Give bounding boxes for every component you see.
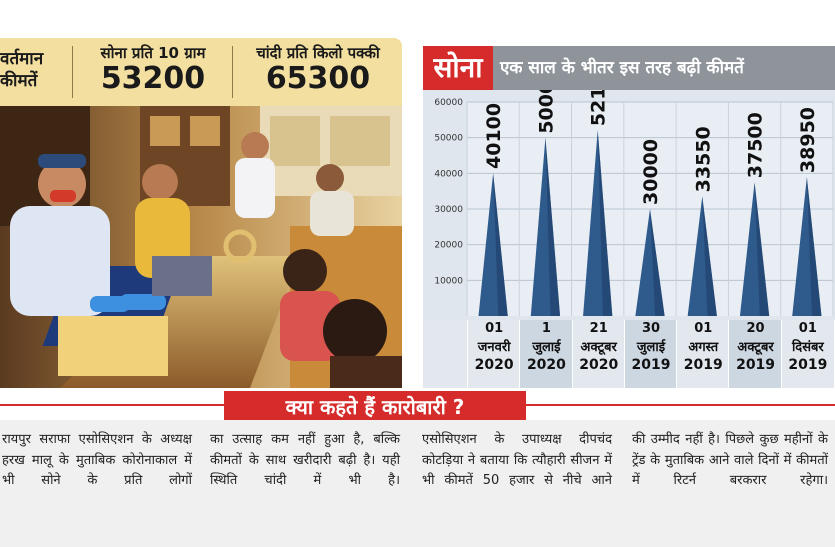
silver-price-value: 65300: [265, 61, 371, 96]
date-month: अक्टूबर: [580, 340, 617, 355]
data-label: 30000: [640, 139, 662, 205]
date-year: 2019: [736, 357, 776, 373]
article-column-3: एसोसिएशन के उपाध्यक्ष दीपचंद कोटड़िया ने…: [422, 432, 612, 488]
bar-shade: [650, 209, 665, 316]
gold-price-value: 53200: [100, 61, 206, 96]
date-day: 20: [746, 321, 765, 336]
data-label: 38950: [797, 107, 819, 173]
date-year: 2020: [526, 357, 566, 373]
date-cell: 01 अगस्त 2019: [676, 320, 730, 388]
data-label: 37500: [745, 112, 767, 178]
y-tick-label: 30000: [434, 205, 463, 215]
date-day: 1: [541, 321, 551, 336]
bar-shade: [806, 177, 822, 316]
bar-shade: [702, 196, 717, 316]
silver-price-label: चांदी प्रति किलो पक्की: [256, 44, 380, 62]
shop-photo-illustration: [0, 106, 402, 388]
divider: [72, 46, 73, 98]
date-row: 01 जनवरी 2020 1 जुलाई 2020 21 अक्टूबर 2020 30 जुला…: [423, 320, 835, 388]
chart-title: एक साल के भीतर इस तरह बढ़ी कीमतें: [500, 58, 744, 78]
bar-shade: [493, 172, 508, 316]
data-label: 33550: [692, 126, 714, 192]
silver-price-cell: चांदी प्रति किलो पक्की 65300: [236, 38, 400, 106]
data-label: 50000: [535, 90, 557, 134]
gold-price-label: सोना प्रति 10 ग्राम: [100, 44, 206, 62]
date-month: जुलाई: [532, 340, 561, 355]
date-row-spacer: [423, 320, 467, 388]
current-prices-label: वर्तमान कीमतें: [0, 38, 66, 106]
date-day: 01: [798, 321, 817, 336]
date-cell: 01 दिसंबर 2019: [780, 320, 834, 388]
date-cell: 01 जनवरी 2020: [467, 320, 521, 388]
y-tick-label: 40000: [434, 169, 463, 179]
date-month: दिसंबर: [791, 340, 824, 355]
date-year: 2019: [631, 357, 671, 373]
data-label: 52100: [588, 90, 610, 126]
jewellery-shop-photo: [0, 106, 402, 388]
date-year: 2019: [788, 357, 828, 373]
current-label-line2: कीमतें: [0, 71, 38, 91]
date-year: 2020: [474, 357, 514, 373]
gold-price-chart: 60000 50000 40000 30000 20000 10000 40100 50000…: [423, 90, 835, 320]
y-tick-label: 20000: [434, 241, 463, 251]
article-column-2: का उत्साह कम नहीं हुआ है, बल्कि कीमतों क…: [210, 432, 400, 488]
y-tick-label: 60000: [434, 98, 463, 108]
date-month: जनवरी: [477, 340, 511, 355]
date-month: जुलाई: [636, 340, 666, 355]
date-year: 2020: [579, 357, 619, 373]
article-body: रायपुर सराफा एसोसिएशन के अध्यक्ष हरख माल…: [0, 420, 835, 547]
current-label-line1: वर्तमान: [0, 49, 44, 69]
y-tick-label: 10000: [434, 276, 463, 286]
data-label: 40100: [483, 103, 505, 169]
date-cell: 1 जुलाई 2020: [519, 320, 573, 388]
bar-shade: [545, 137, 561, 316]
date-cell: 21 अक्टूबर 2020: [571, 320, 625, 388]
date-day: 01: [485, 321, 504, 336]
date-cell: 20 अक्टूबर 2019: [728, 320, 782, 388]
gold-badge: सोना: [423, 46, 493, 90]
date-day: 21: [589, 321, 608, 336]
divider: [232, 46, 233, 98]
section-heading: क्या कहते हैं कारोबारी ?: [224, 391, 526, 423]
chart-canvas: 60000 50000 40000 30000 20000 10000 40100 50000…: [434, 90, 834, 316]
article-column-4: की उम्मीद नहीं है। पिछले कुछ महीनों के ट…: [632, 432, 828, 488]
price-panel: वर्तमान कीमतें सोना प्रति 10 ग्राम 53200…: [0, 38, 402, 106]
date-month: अक्टूबर: [737, 340, 774, 355]
date-day: 30: [641, 321, 661, 336]
date-cell: 30 जुलाई 2019: [623, 320, 678, 388]
y-tick-label: 50000: [434, 134, 463, 144]
date-month: अगस्त: [688, 340, 719, 355]
gold-price-cell: सोना प्रति 10 ग्राम 53200: [78, 38, 228, 106]
article-column-1: रायपुर सराफा एसोसिएशन के अध्यक्ष हरख माल…: [2, 432, 192, 488]
date-year: 2019: [683, 357, 723, 373]
date-day: 01: [694, 321, 713, 336]
